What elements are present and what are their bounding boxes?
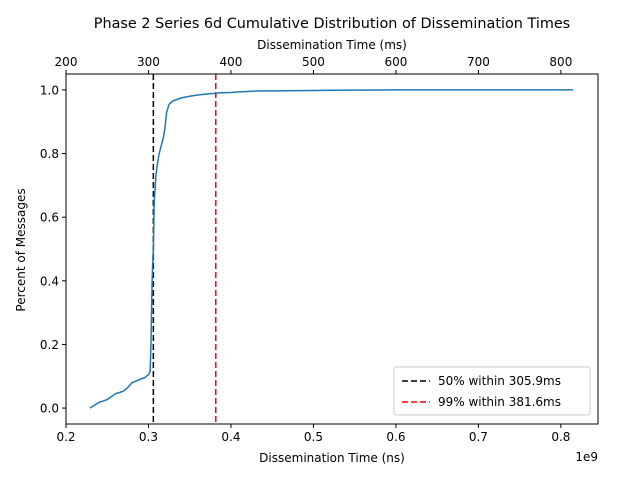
series-layer [89, 89, 574, 409]
secondary-x-tick-label: 500 [302, 55, 325, 69]
y-tick-label: 1.0 [40, 83, 59, 97]
y-tick-label: 0.2 [40, 338, 59, 352]
x-tick-label: 0.7 [469, 430, 488, 444]
x-tick-label: 0.8 [551, 430, 570, 444]
secondary-x-tick-label: 600 [384, 55, 407, 69]
x-axis-offset-label: 1e9 [575, 450, 598, 464]
secondary-x-tick-label: 800 [549, 55, 572, 69]
secondary-x-tick-label: 700 [467, 55, 490, 69]
y-tick-label: 0.6 [40, 211, 59, 225]
x-tick-label: 0.6 [386, 430, 405, 444]
chart-title: Phase 2 Series 6d Cumulative Distributio… [94, 16, 570, 32]
y-tick-label: 0.4 [40, 274, 59, 288]
secondary-x-tick-label: 200 [55, 55, 78, 69]
y-axis-label: Percent of Messages [14, 188, 28, 311]
y-tick-label: 0.8 [40, 147, 59, 161]
secondary-x-tick-label: 300 [137, 55, 160, 69]
plot-frame [65, 73, 599, 425]
legend-label-99pct: 99% within 381.6ms [438, 395, 561, 409]
secondary-x-axis-label: Dissemination Time (ms) [257, 38, 407, 52]
x-tick-label: 0.2 [56, 430, 75, 444]
x-tick-label: 0.3 [139, 430, 158, 444]
plot-area [89, 74, 574, 424]
legend-box [393, 366, 591, 416]
legend-label-50pct: 50% within 305.9ms [438, 374, 561, 388]
ticks-layer: 0.2 0.3 0.4 0.5 0.6 0.7 0.8 200 300 400 500 600 700 8… [40, 55, 572, 444]
cdf-series-line [89, 89, 574, 409]
x-axis-label: Dissemination Time (ns) [259, 451, 405, 465]
x-tick-label: 0.5 [304, 430, 323, 444]
secondary-x-tick-label: 400 [220, 55, 243, 69]
y-tick-label: 0.0 [40, 402, 59, 416]
x-tick-label: 0.4 [221, 430, 240, 444]
legend: 50% within 305.9ms 99% within 381.6ms [393, 366, 591, 416]
